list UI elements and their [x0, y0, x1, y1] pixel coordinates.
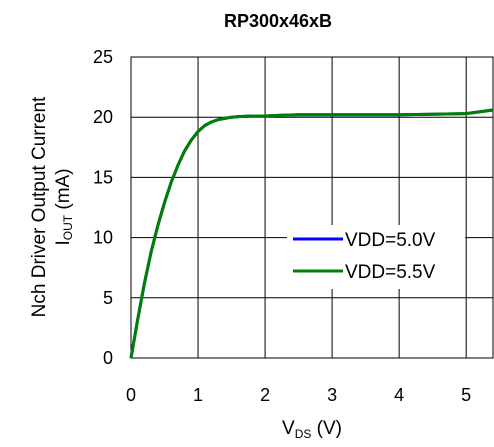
y-axis-label-main: I — [53, 240, 74, 245]
y-tick-label: 25 — [93, 47, 113, 67]
series-line-vdd-5-5v — [129, 108, 494, 359]
x-tick-label: 0 — [126, 385, 136, 405]
grid — [130, 56, 493, 359]
legend: VDD=5.0V VDD=5.5V — [287, 225, 465, 289]
x-tick-label: 3 — [327, 385, 337, 405]
x-axis-label-unit: (V) — [311, 418, 342, 439]
x-tick-label: 2 — [260, 385, 270, 405]
y-tick-label: 5 — [103, 288, 113, 308]
chart-title: RP300x46xB — [224, 11, 332, 31]
x-tick-label: 1 — [193, 385, 203, 405]
y-tick-label: 10 — [93, 228, 113, 248]
y-tick-label: 15 — [93, 167, 113, 187]
y-tick-label: 0 — [103, 348, 113, 368]
y-tick-labels: 0 5 10 15 20 25 — [93, 47, 113, 368]
legend-label-vdd-5-5v: VDD=5.5V — [345, 262, 436, 283]
x-tick-label: 4 — [394, 385, 404, 405]
x-tick-labels: 0 1 2 3 4 5 — [126, 385, 471, 405]
legend-box — [287, 225, 465, 289]
y-axis-label-unit: (mA) — [53, 168, 74, 214]
y-tick-label: 20 — [93, 107, 113, 127]
x-axis-label-main: V — [282, 418, 295, 439]
x-axis-label: VDS (V) — [282, 418, 342, 441]
y-axis-label-line1: Nch Driver Output Current — [29, 96, 50, 317]
x-axis-label-subscript: DS — [295, 427, 312, 441]
series-layer — [129, 108, 494, 359]
y-axis-label-line2: IOUT (mA) — [53, 168, 75, 245]
x-tick-label: 5 — [461, 385, 471, 405]
legend-label-vdd-5-0v: VDD=5.0V — [345, 230, 436, 251]
plot-area — [130, 56, 494, 359]
y-axis-label-subscript: OUT — [61, 214, 75, 240]
